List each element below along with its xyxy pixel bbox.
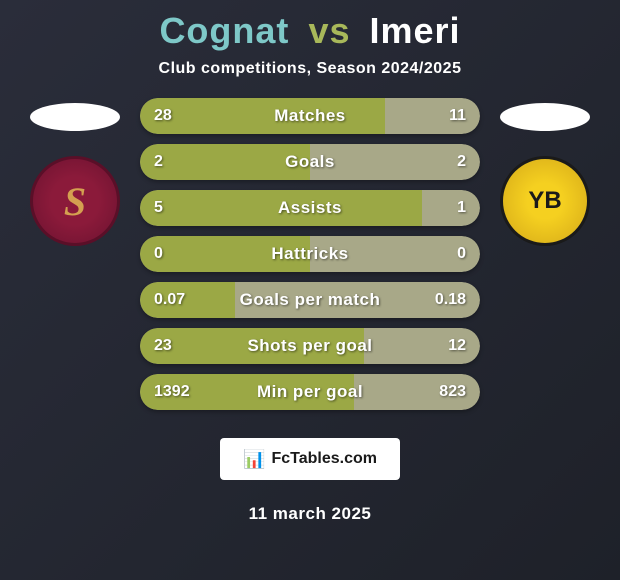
brand-logo: FcTables.com: [220, 438, 400, 480]
stat-bar: 28Matches11: [140, 98, 480, 134]
stat-value-right: 1: [457, 199, 466, 217]
stat-label: Min per goal: [140, 382, 480, 402]
stat-label: Shots per goal: [140, 336, 480, 356]
comparison-title: Cognat vs Imeri: [0, 0, 620, 52]
stat-bar: 0.07Goals per match0.18: [140, 282, 480, 318]
vs-text: vs: [308, 10, 350, 51]
stat-bar: 0Hattricks0: [140, 236, 480, 272]
left-club-logo: [30, 156, 120, 246]
stat-value-right: 12: [448, 337, 466, 355]
stat-bar: 23Shots per goal12: [140, 328, 480, 364]
left-country-flag: [30, 103, 120, 131]
player1-name: Cognat: [159, 10, 289, 51]
stat-value-right: 2: [457, 153, 466, 171]
right-country-flag: [500, 103, 590, 131]
stat-value-right: 0.18: [435, 291, 466, 309]
subtitle: Club competitions, Season 2024/2025: [0, 60, 620, 78]
brand-text: FcTables.com: [271, 450, 377, 468]
main-content: 28Matches11 2Goals2 5Assists1 0Hattricks0 0.…: [0, 98, 620, 420]
stat-bar: 5Assists1: [140, 190, 480, 226]
stat-label: Hattricks: [140, 244, 480, 264]
stat-label: Goals per match: [140, 290, 480, 310]
stat-label: Assists: [140, 198, 480, 218]
stat-label: Matches: [140, 106, 480, 126]
stat-value-right: 0: [457, 245, 466, 263]
stat-bar: 1392Min per goal823: [140, 374, 480, 410]
stat-label: Goals: [140, 152, 480, 172]
stat-value-right: 823: [439, 383, 466, 401]
left-logo-section: [20, 98, 130, 246]
right-club-logo: [500, 156, 590, 246]
stat-value-right: 11: [449, 107, 466, 125]
stat-bar: 2Goals2: [140, 144, 480, 180]
stats-section: 28Matches11 2Goals2 5Assists1 0Hattricks0 0.…: [130, 98, 490, 420]
player2-name: Imeri: [370, 10, 461, 51]
date-text: 11 march 2025: [0, 504, 620, 524]
right-logo-section: [490, 98, 600, 246]
